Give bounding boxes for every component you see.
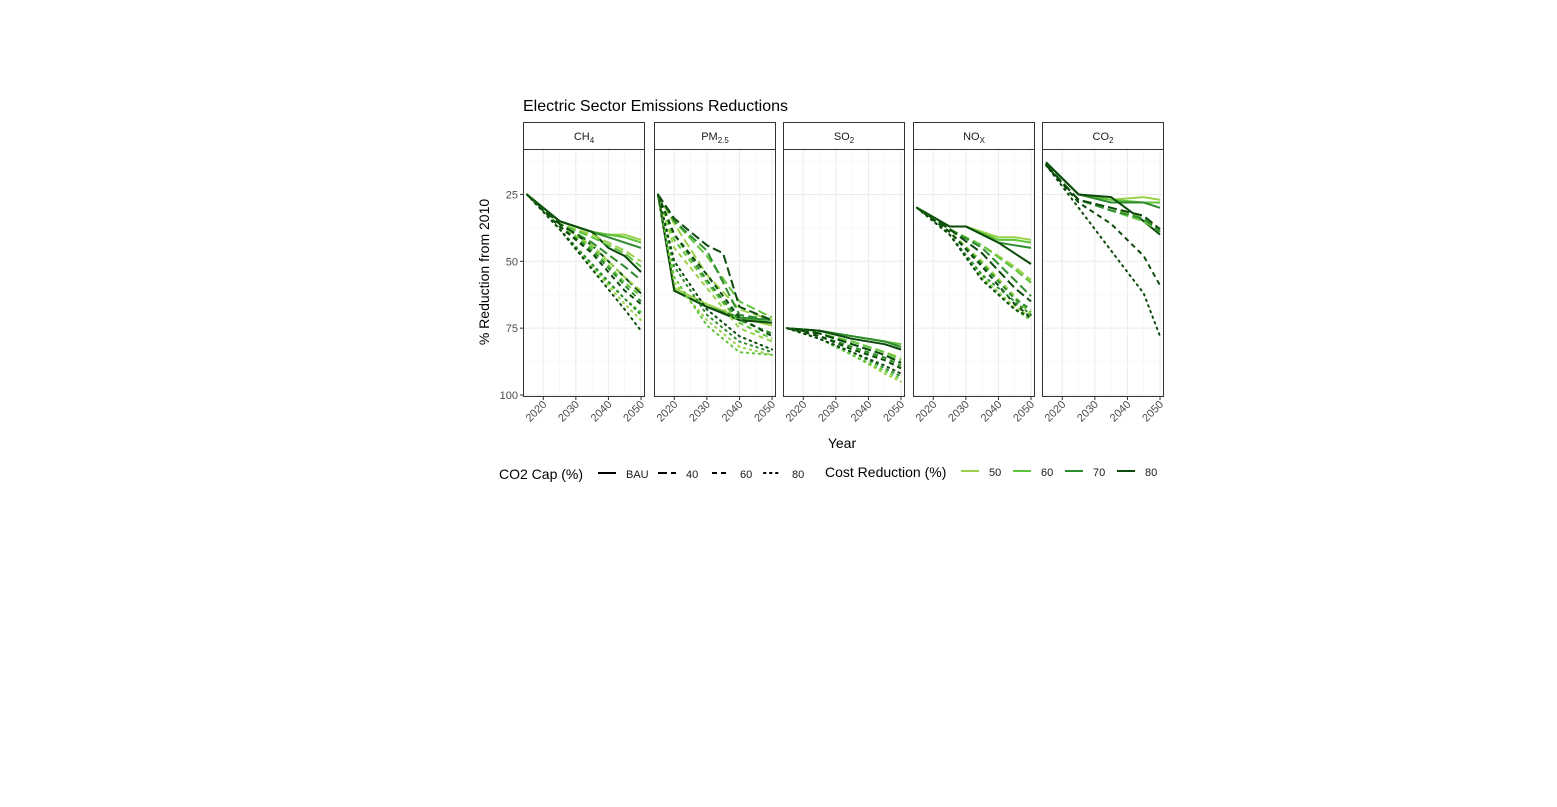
x-tick-label: 2040 xyxy=(849,399,875,425)
x-tick-label: 2030 xyxy=(816,399,842,425)
series-line-cap60-cost80 xyxy=(916,206,1032,319)
legend-cost-keys: 50 60 70 80 xyxy=(961,467,1157,479)
y-tick-label: 75 xyxy=(506,323,518,335)
series-line-cap40-cost70 xyxy=(657,193,773,322)
panel-background xyxy=(913,149,1035,397)
legend: CO2 Cap (%) BAU 40 60 80 Cost Reduction (%)… xyxy=(499,464,1157,482)
x-tick-label: 2040 xyxy=(979,399,1005,425)
panel-pm25: PM2.5 2020 2030 2040 2050 xyxy=(654,122,778,425)
x-tick-label: 2050 xyxy=(1140,399,1166,425)
panel-co2: CO2 2020 2030 2040 2050 xyxy=(1042,122,1166,425)
panel-so2: SO2 2020 2030 2040 2050 xyxy=(783,122,907,425)
series-line-cap80-cost80 xyxy=(657,193,773,351)
series-line-cap40-cost50 xyxy=(916,206,1032,281)
series-line-cap60-cost60 xyxy=(657,194,773,340)
legend-label-cost-70: 70 xyxy=(1093,467,1105,479)
x-tick-label: 2020 xyxy=(784,399,810,425)
series-line-cap40-cost60 xyxy=(786,327,902,362)
y-tick-label: 50 xyxy=(506,256,518,268)
legend-cap-title: CO2 Cap (%) xyxy=(499,466,583,482)
strip-label: NOX xyxy=(963,131,986,145)
series-line-cap80-cost80 xyxy=(1045,164,1161,338)
series-line-capbau-cost80 xyxy=(657,194,773,324)
series-line-cap40-cost80 xyxy=(1045,164,1161,230)
series-line-cap40-cost60 xyxy=(916,206,1032,284)
legend-label-cap-bau: BAU xyxy=(626,469,649,481)
x-tick-label: 2030 xyxy=(1075,399,1101,425)
panel-nox: NOX 2020 2030 2040 2050 xyxy=(913,122,1037,425)
series-line-capbau-cost80 xyxy=(786,327,902,351)
legend-cost-title: Cost Reduction (%) xyxy=(825,464,946,480)
series-line-cap60-cost80 xyxy=(526,193,642,305)
x-tick-label: 2020 xyxy=(655,399,681,425)
x-tick-label: 2030 xyxy=(687,399,713,425)
strip xyxy=(523,122,645,150)
series-line-cap60-cost50 xyxy=(657,194,773,343)
x-tick-label: 2040 xyxy=(589,399,615,425)
legend-label-cost-80: 80 xyxy=(1145,467,1157,479)
x-tick-label: 2030 xyxy=(946,399,972,425)
series-line-cap60-cost80 xyxy=(1045,164,1161,286)
series-line-cap80-cost80 xyxy=(916,206,1032,319)
strip xyxy=(654,122,776,150)
x-tick-label: 2040 xyxy=(720,399,746,425)
legend-label-cap-80: 80 xyxy=(792,469,804,481)
panel-ch4: CH4 2020 2030 2040 2050 xyxy=(523,122,647,425)
legend-label-cost-50: 50 xyxy=(989,467,1001,479)
y-tick-label: 100 xyxy=(500,390,518,402)
y-axis: 25 50 75 100 xyxy=(500,189,523,402)
x-axis-title: Year xyxy=(828,435,857,451)
x-tick-label: 2020 xyxy=(914,399,940,425)
strip-label: CO2 xyxy=(1093,131,1115,145)
legend-label-cap-40: 40 xyxy=(686,469,698,481)
x-tick-label: 2050 xyxy=(1011,399,1037,425)
series-line-cap80-cost60 xyxy=(657,193,773,356)
series-line-capbau-cost80 xyxy=(916,206,1032,265)
strip-label: PM2.5 xyxy=(701,131,729,145)
series-line-cap80-cost50 xyxy=(786,327,902,383)
x-tick-label: 2020 xyxy=(1043,399,1069,425)
x-tick-label: 2040 xyxy=(1108,399,1134,425)
strip-label: CH4 xyxy=(574,131,595,145)
legend-label-cost-60: 60 xyxy=(1041,467,1053,479)
strip xyxy=(913,122,1035,150)
panel-background xyxy=(523,149,645,397)
legend-label-cap-60: 60 xyxy=(740,469,752,481)
x-tick-label: 2050 xyxy=(881,399,907,425)
y-axis-title: % Reduction from 2010 xyxy=(476,199,492,346)
x-tick-label: 2030 xyxy=(556,399,582,425)
strip-label: SO2 xyxy=(834,131,855,145)
strip xyxy=(1042,122,1164,150)
series-line-capbau-cost80 xyxy=(526,193,642,273)
y-tick-label: 25 xyxy=(506,189,518,201)
series-line-cap80-cost60 xyxy=(916,206,1032,322)
panel-background xyxy=(1042,149,1164,397)
series-line-cap40-cost80 xyxy=(786,327,902,364)
chart-title: Electric Sector Emissions Reductions xyxy=(523,98,788,115)
series-line-cap40-cost80 xyxy=(657,193,773,322)
series-line-cap60-cost80 xyxy=(657,194,773,338)
strip xyxy=(783,122,905,150)
x-tick-label: 2050 xyxy=(752,399,778,425)
series-line-cap40-cost80 xyxy=(916,206,1032,303)
x-tick-label: 2050 xyxy=(621,399,647,425)
series-line-cap80-cost80 xyxy=(526,193,642,332)
series-line-cap60-cost80 xyxy=(786,327,902,370)
panel-background xyxy=(783,149,905,397)
x-tick-label: 2020 xyxy=(524,399,550,425)
legend-cap-keys: BAU 40 60 80 xyxy=(598,469,804,481)
